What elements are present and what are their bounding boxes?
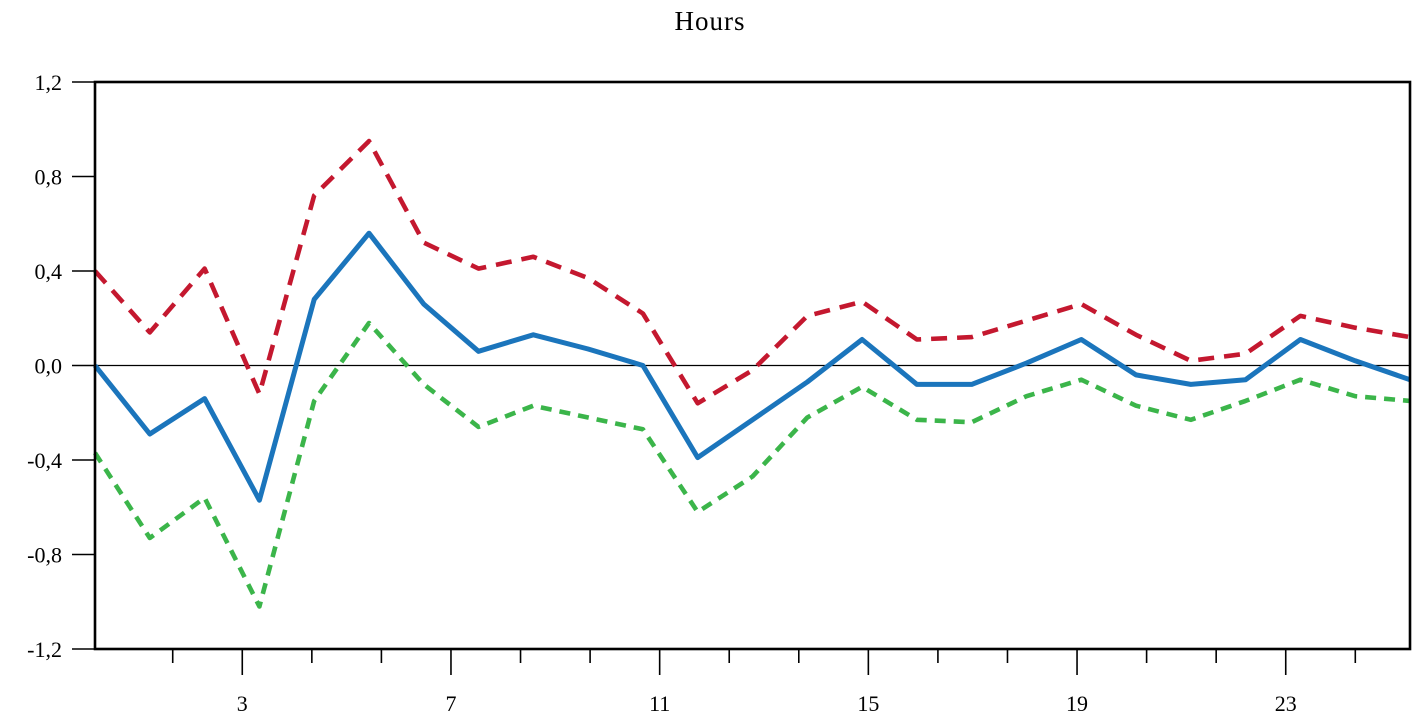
y-axis-label: -0,4 (27, 448, 62, 473)
x-axis-label: 3 (237, 691, 248, 716)
y-axis-label: 1,2 (35, 70, 63, 95)
y-axis-label: 0,4 (35, 259, 63, 284)
series-line-upper-band (93, 138, 1411, 406)
x-axis-label: 19 (1066, 691, 1088, 716)
x-axis-label: 23 (1275, 691, 1297, 716)
y-axis-label: 0,8 (35, 165, 63, 190)
x-axis-label: 7 (445, 691, 456, 716)
y-axis-label: -1,2 (27, 637, 62, 662)
series-line-lower-band (93, 320, 1411, 609)
y-axis-label: -0,8 (27, 543, 62, 568)
x-axis-label: 15 (857, 691, 879, 716)
series-line-center-line (93, 230, 1411, 503)
chart-title: Hours (674, 6, 746, 36)
plot-frame (93, 80, 1412, 651)
y-axis-label: 0,0 (35, 354, 63, 379)
x-axis-label: 11 (649, 691, 670, 716)
